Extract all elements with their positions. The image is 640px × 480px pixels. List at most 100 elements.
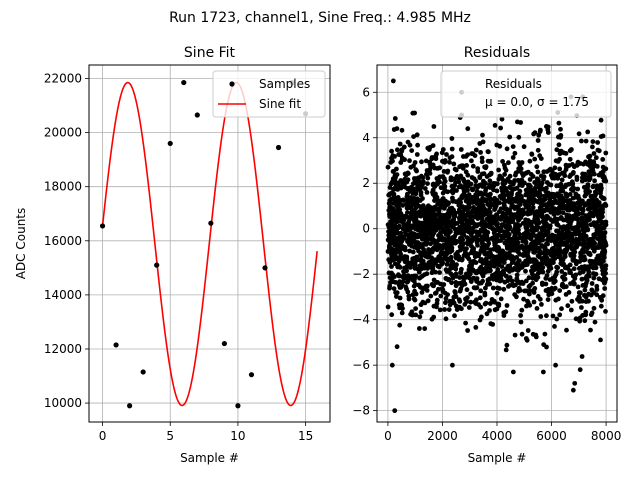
residual-point	[473, 276, 478, 282]
residual-point	[520, 220, 526, 226]
residual-point	[413, 273, 419, 279]
residual-point	[440, 158, 445, 164]
residual-point	[553, 171, 558, 177]
residual-point	[577, 241, 583, 247]
residual-point	[458, 235, 463, 241]
residual-point	[586, 273, 592, 279]
residual-point	[539, 244, 545, 249]
residual-point	[407, 248, 412, 254]
residual-point	[477, 175, 483, 181]
residuals-plot-area	[385, 78, 609, 414]
residual-point	[530, 188, 536, 194]
residual-point	[583, 201, 589, 207]
residual-point	[488, 171, 494, 177]
residual-point	[403, 232, 409, 237]
residual-point	[472, 153, 478, 159]
residual-point	[489, 236, 495, 241]
residual-point	[570, 171, 576, 176]
residual-point	[591, 275, 597, 281]
residual-point	[508, 253, 513, 259]
residual-point	[585, 129, 591, 135]
residual-point	[579, 354, 585, 359]
residual-point	[480, 273, 486, 279]
residual-point	[505, 192, 510, 198]
residual-point	[544, 313, 549, 319]
residual-point	[462, 281, 468, 287]
residual-point	[510, 155, 516, 160]
residual-point	[406, 293, 412, 299]
residual-point	[487, 301, 493, 306]
residual-point	[550, 233, 555, 239]
residual-point	[451, 161, 457, 167]
residual-point	[592, 178, 597, 184]
residual-point	[424, 172, 429, 177]
residual-point	[591, 248, 597, 254]
residual-point	[418, 192, 424, 198]
residual-point	[479, 155, 485, 161]
residual-point	[577, 318, 583, 324]
residual-point	[581, 254, 587, 259]
residual-point	[598, 117, 604, 123]
sample-point	[113, 342, 119, 348]
legend-label-samples: Samples	[259, 77, 310, 91]
residual-point	[480, 184, 485, 189]
residual-point	[441, 242, 447, 248]
residual-point	[584, 266, 589, 271]
residual-point	[593, 271, 599, 277]
residual-point	[520, 237, 526, 243]
residual-point	[537, 250, 542, 255]
residual-point	[444, 262, 450, 267]
residual-point	[561, 184, 567, 190]
residual-point	[454, 173, 460, 179]
residual-point	[592, 205, 598, 211]
residual-point	[534, 164, 540, 170]
residual-point	[559, 215, 564, 221]
residual-point	[443, 215, 449, 221]
residual-point	[391, 186, 396, 192]
residual-point	[404, 256, 410, 262]
residual-point	[478, 288, 484, 294]
residual-point	[553, 158, 559, 164]
residual-point	[488, 268, 493, 273]
residual-point	[513, 170, 519, 176]
residual-point	[479, 159, 485, 165]
residual-point	[547, 225, 553, 231]
residual-point	[393, 254, 399, 260]
residual-point	[584, 218, 590, 224]
residual-point	[478, 280, 484, 286]
residual-point	[527, 158, 533, 164]
residual-point	[600, 133, 606, 139]
residual-point	[530, 205, 536, 210]
residual-point	[407, 158, 412, 164]
residual-point	[498, 259, 504, 264]
residual-point	[591, 211, 596, 216]
residual-point	[588, 312, 594, 318]
residual-point	[492, 207, 497, 213]
residual-point	[595, 140, 600, 145]
residual-point	[539, 202, 544, 207]
residual-point	[492, 274, 498, 279]
residual-point	[557, 166, 563, 172]
residual-point	[422, 186, 428, 191]
residual-point	[393, 173, 399, 178]
residual-point	[557, 249, 563, 255]
residual-point	[392, 212, 398, 218]
residual-point	[422, 300, 428, 306]
residual-point	[502, 172, 507, 177]
residual-point	[452, 226, 458, 232]
residual-point	[398, 185, 404, 191]
residual-point	[507, 211, 513, 217]
residual-point	[592, 235, 598, 240]
residual-point	[567, 262, 573, 268]
sample-point	[154, 262, 160, 268]
residual-point	[532, 261, 538, 267]
sine-fit-x-tick-label: 10	[230, 429, 245, 443]
residual-point	[441, 176, 447, 182]
residual-point	[433, 239, 438, 244]
residual-point	[496, 301, 502, 307]
residual-point	[486, 149, 491, 155]
residual-point	[465, 240, 471, 246]
residual-point	[517, 281, 523, 286]
residual-point	[507, 263, 512, 269]
residuals-x-tick-label: 4000	[482, 429, 513, 443]
